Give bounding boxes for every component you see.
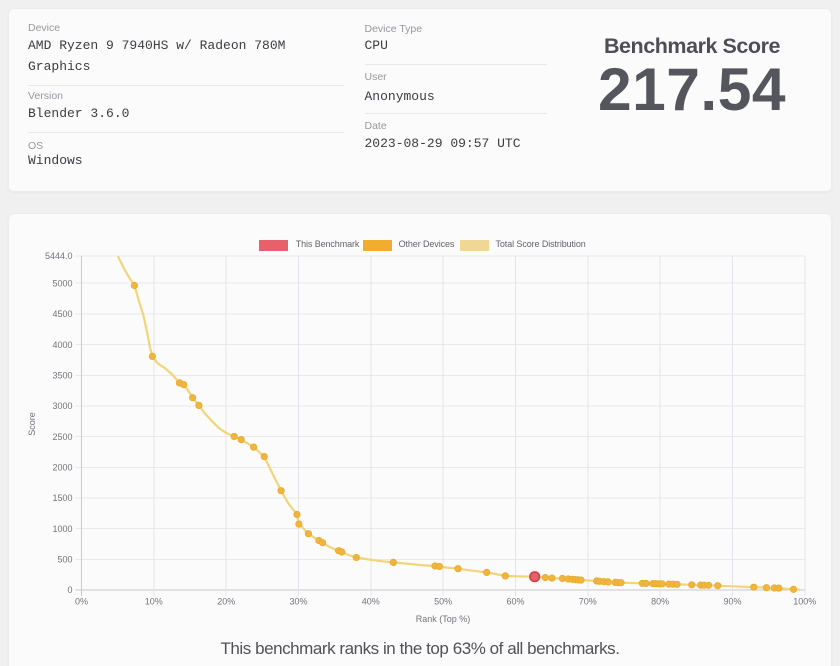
svg-text:4000: 4000: [52, 340, 72, 350]
svg-text:60%: 60%: [506, 597, 524, 607]
svg-text:3000: 3000: [52, 401, 72, 411]
svg-text:2500: 2500: [52, 432, 72, 442]
svg-text:Rank (Top %): Rank (Top %): [416, 614, 471, 624]
svg-text:0%: 0%: [75, 597, 88, 607]
svg-text:4500: 4500: [52, 309, 72, 319]
svg-text:500: 500: [57, 555, 72, 565]
svg-text:10%: 10%: [145, 597, 163, 607]
svg-text:3500: 3500: [52, 371, 72, 381]
svg-text:2000: 2000: [52, 463, 72, 473]
svg-text:100%: 100%: [793, 597, 816, 607]
svg-text:20%: 20%: [217, 597, 235, 607]
svg-text:30%: 30%: [289, 597, 307, 607]
svg-text:90%: 90%: [723, 597, 741, 607]
svg-text:50%: 50%: [434, 597, 452, 607]
svg-text:Score: Score: [27, 412, 37, 436]
svg-text:1000: 1000: [52, 524, 72, 534]
svg-text:40%: 40%: [362, 597, 380, 607]
svg-text:80%: 80%: [651, 597, 669, 607]
svg-text:5000: 5000: [52, 278, 72, 288]
svg-text:0: 0: [67, 585, 72, 595]
svg-text:5444.0: 5444.0: [45, 251, 73, 261]
svg-text:70%: 70%: [579, 597, 597, 607]
svg-text:1500: 1500: [52, 493, 72, 503]
